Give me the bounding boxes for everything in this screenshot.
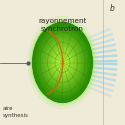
- Ellipse shape: [34, 24, 91, 101]
- Polygon shape: [28, 43, 116, 62]
- Polygon shape: [28, 62, 117, 76]
- Ellipse shape: [55, 52, 70, 72]
- Text: synthesis: synthesis: [2, 112, 28, 117]
- Ellipse shape: [44, 38, 80, 86]
- Ellipse shape: [56, 54, 68, 70]
- Polygon shape: [28, 49, 117, 62]
- Ellipse shape: [38, 30, 86, 94]
- Polygon shape: [28, 33, 113, 62]
- Ellipse shape: [52, 48, 73, 76]
- Ellipse shape: [46, 40, 79, 84]
- Ellipse shape: [58, 56, 67, 68]
- Text: aire: aire: [2, 106, 13, 111]
- Ellipse shape: [54, 50, 72, 74]
- Ellipse shape: [60, 58, 66, 66]
- Ellipse shape: [61, 60, 64, 64]
- Ellipse shape: [36, 26, 90, 99]
- Ellipse shape: [32, 22, 92, 102]
- Ellipse shape: [40, 32, 85, 92]
- Polygon shape: [28, 62, 115, 87]
- Polygon shape: [28, 62, 118, 65]
- Polygon shape: [28, 38, 115, 62]
- Polygon shape: [28, 28, 111, 62]
- Ellipse shape: [37, 28, 88, 96]
- Polygon shape: [28, 62, 116, 82]
- Text: rayonnement
synchrotron: rayonnement synchrotron: [38, 18, 87, 32]
- Polygon shape: [28, 62, 111, 97]
- Ellipse shape: [42, 34, 84, 90]
- Ellipse shape: [43, 36, 82, 88]
- Polygon shape: [28, 62, 113, 92]
- Polygon shape: [28, 62, 117, 71]
- Ellipse shape: [50, 46, 74, 78]
- Polygon shape: [28, 54, 117, 62]
- Ellipse shape: [48, 42, 78, 82]
- Text: b: b: [110, 4, 115, 13]
- Polygon shape: [28, 60, 118, 62]
- Ellipse shape: [49, 44, 76, 80]
